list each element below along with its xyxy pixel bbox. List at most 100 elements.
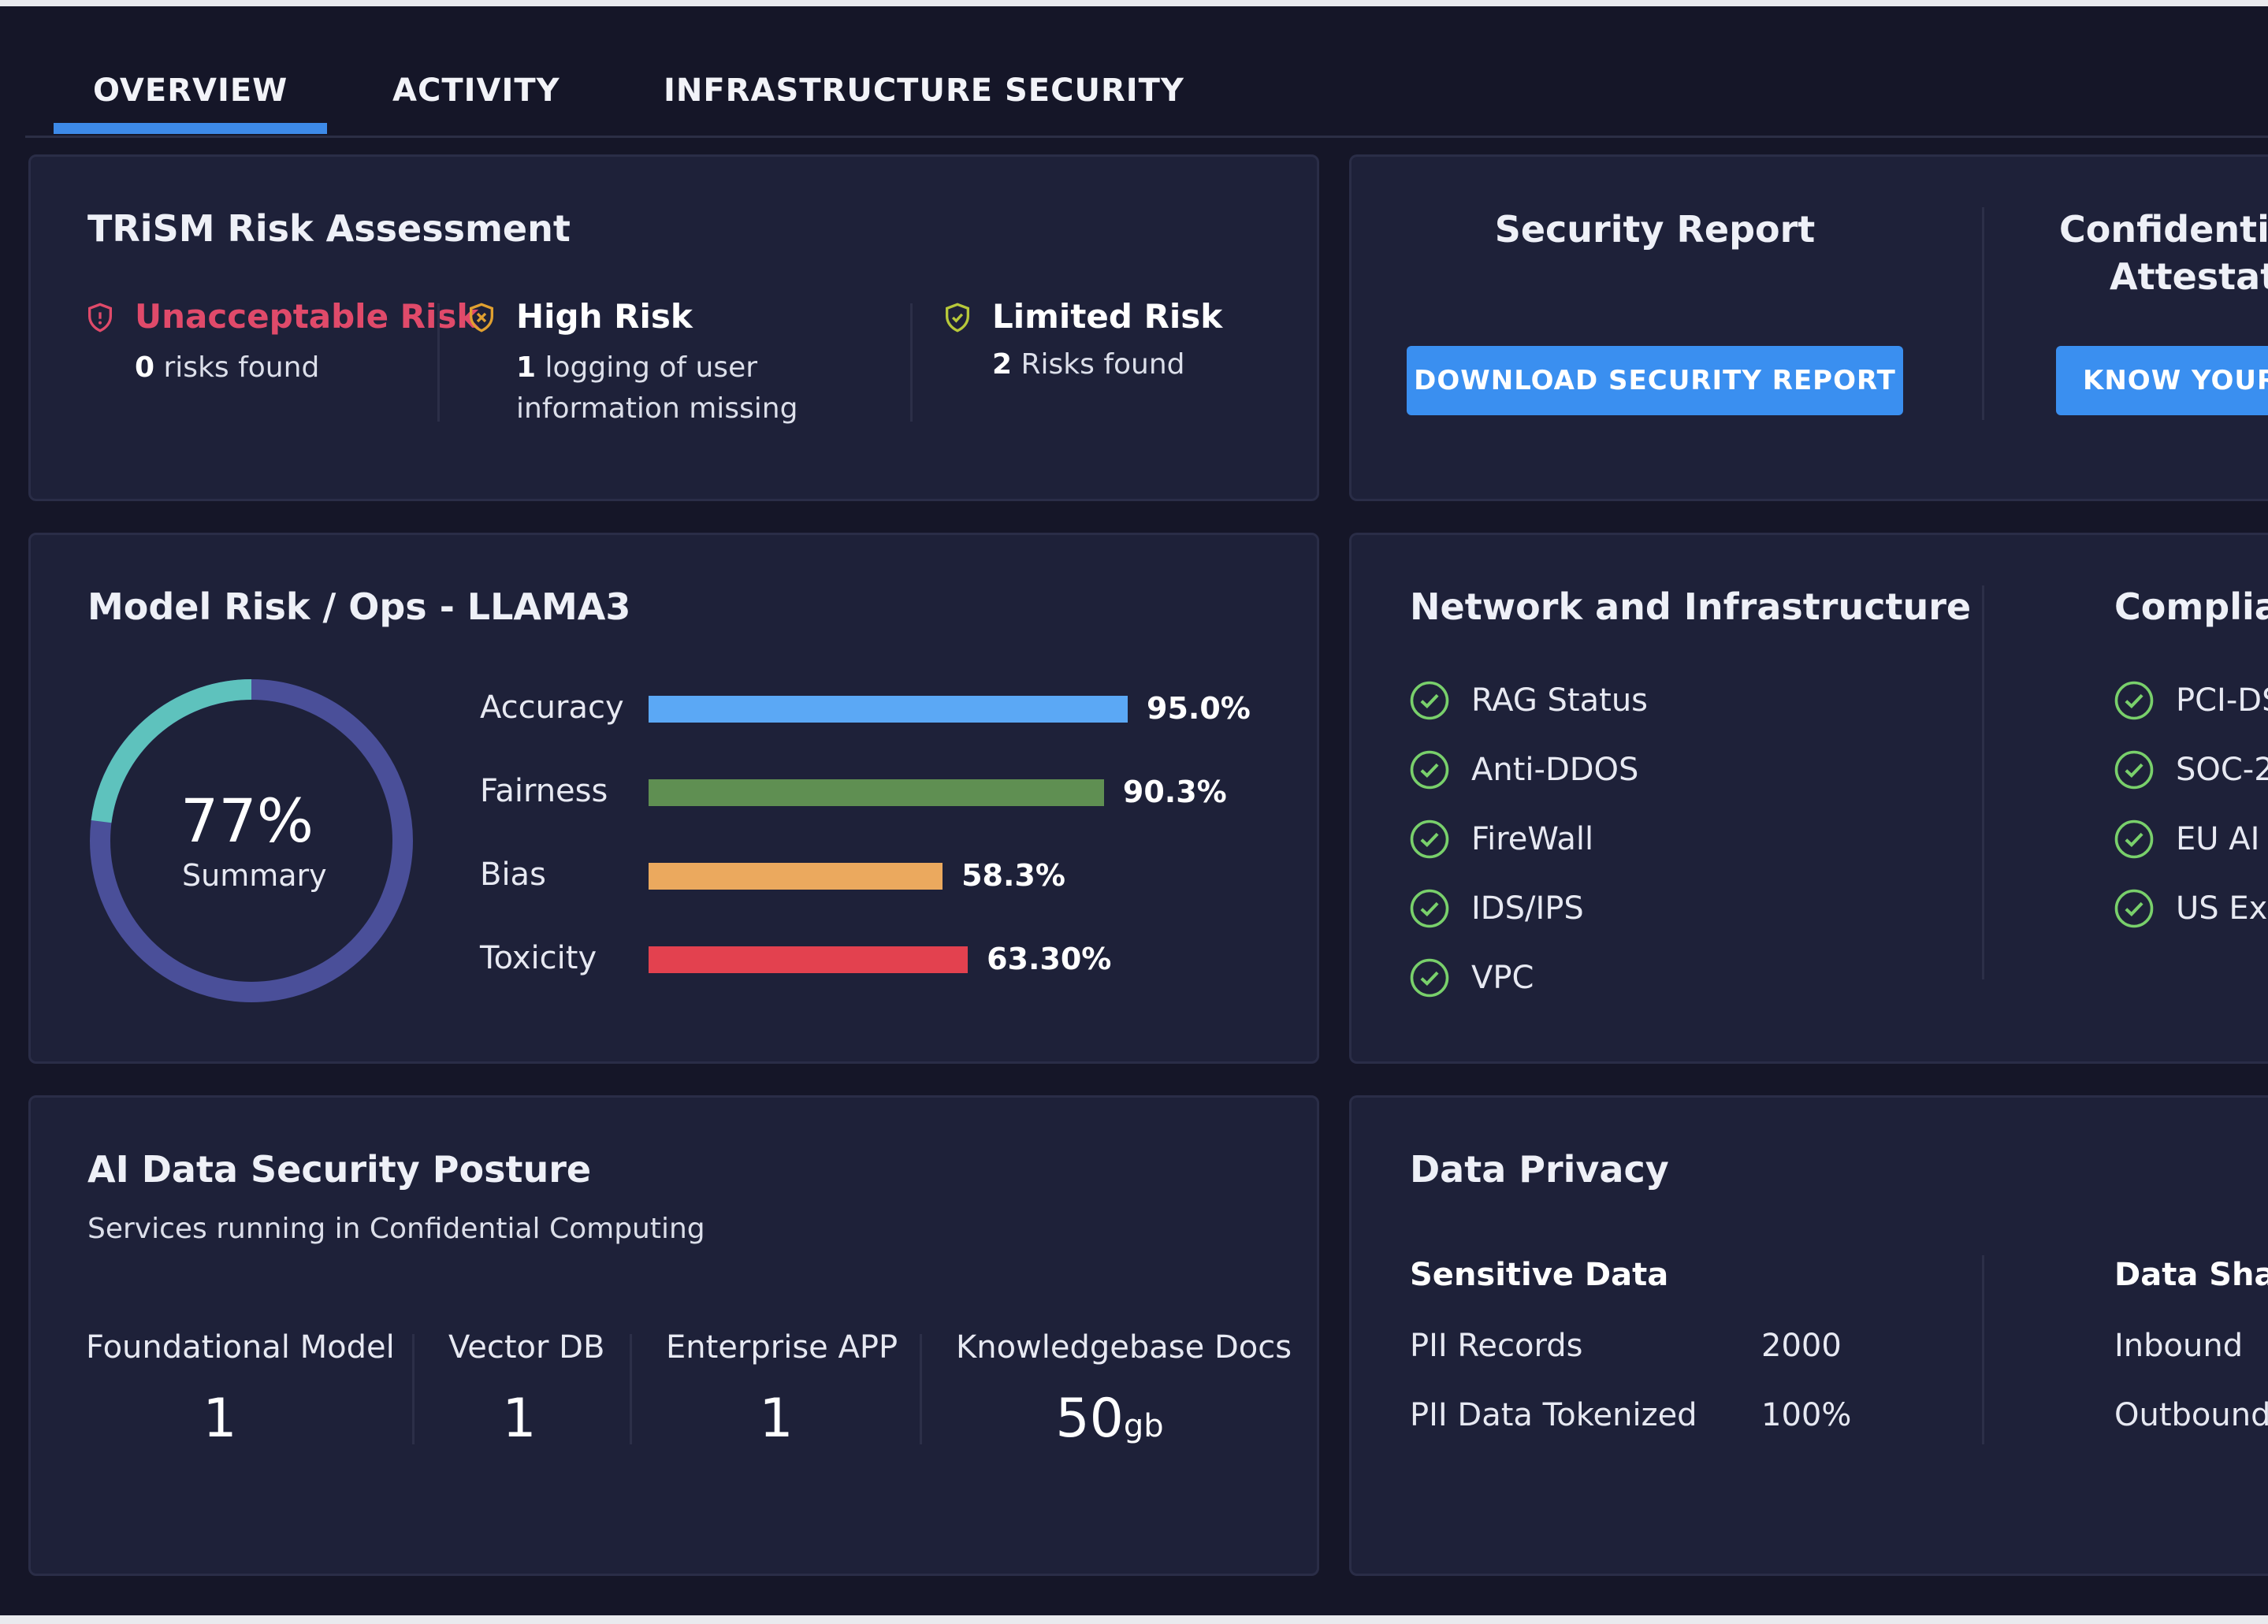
attestation-title-line1: Confidentia: [2059, 208, 2268, 251]
pii-tokenized-value: 100%: [1761, 1397, 1852, 1433]
compliance-item-pci: PCI-DS: [2113, 677, 2268, 724]
stat-label-knowledgebase-docs: Knowledgebase Docs: [956, 1329, 1292, 1366]
pii-records-key: PII Records: [1410, 1328, 1583, 1364]
metric-label-bias: Bias: [480, 857, 546, 893]
security-report-card: Security Report DOWNLOAD SECURITY REPORT…: [1349, 154, 2268, 501]
unacceptable-risk-text: risks found: [154, 351, 320, 384]
sensitive-data-heading: Sensitive Data: [1410, 1257, 1669, 1293]
bar-fairness: [649, 779, 1104, 806]
check-item-firewall: FireWall: [1408, 816, 1593, 863]
check-circle-icon: [1410, 889, 1449, 928]
shield-check-icon: [946, 303, 969, 333]
check-circle-icon: [2114, 681, 2154, 720]
bar-accuracy: [649, 696, 1128, 723]
tab-infrastructure-security[interactable]: INFRASTRUCTURE SECURITY: [664, 72, 1184, 109]
data-privacy-card: Data Privacy Sensitive Data PII Records …: [1349, 1095, 2268, 1576]
check-label: FireWall: [1471, 821, 1594, 857]
metric-value-bias: 58.3%: [961, 858, 1065, 893]
stat-label-vector-db: Vector DB: [448, 1329, 605, 1366]
high-risk-text-line2: information missing: [516, 392, 798, 425]
tab-bar: OVERVIEW ACTIVITY INFRASTRUCTURE SECURIT…: [25, 63, 2268, 138]
high-risk-detail: 1 logging of user information missing: [516, 347, 798, 429]
check-circle-icon: [2114, 750, 2154, 790]
pii-tokenized-key: PII Data Tokenized: [1410, 1397, 1697, 1433]
metric-label-toxicity: Toxicity: [480, 940, 597, 976]
stat-unit: gb: [1123, 1408, 1164, 1444]
ring-progress: [90, 679, 413, 1002]
stat-number: 1: [502, 1388, 537, 1450]
check-label: VPC: [1471, 960, 1534, 996]
ai-data-title: AI Data Security Posture: [87, 1148, 592, 1191]
stat-number: 1: [203, 1388, 237, 1450]
high-risk-label: High Risk: [516, 297, 693, 336]
limited-risk-detail: 2 Risks found: [992, 344, 1185, 385]
stat-number: 1: [759, 1388, 794, 1450]
compliance-item-soc2: SOC-2: [2113, 746, 2268, 793]
check-circle-icon: [2114, 819, 2154, 859]
compliance-label: PCI-DS: [2176, 682, 2268, 719]
security-report-title: Security Report: [1494, 208, 1816, 251]
compliance-item-us-exec: US Exe: [2113, 885, 2268, 932]
ai-data-security-card: AI Data Security Posture Services runnin…: [28, 1095, 1319, 1576]
summary-ring: [90, 679, 413, 1002]
compliance-label: US Exe: [2176, 890, 2268, 927]
check-item-vpc: VPC: [1408, 954, 1534, 1002]
high-risk-text: logging of user: [536, 351, 758, 384]
stat-label-foundational-model: Foundational Model: [86, 1329, 395, 1366]
data-sharing-heading: Data Shar: [2114, 1257, 2268, 1293]
high-risk-count: 1: [516, 351, 537, 384]
divider: [630, 1334, 632, 1444]
check-circle-icon: [1410, 958, 1449, 998]
check-circle-icon: [1410, 681, 1449, 720]
pii-records-value: 2000: [1761, 1328, 1842, 1364]
divider: [1982, 585, 1984, 979]
tab-activity[interactable]: ACTIVITY: [392, 72, 560, 109]
compliance-label: EU AI A: [2176, 821, 2268, 857]
check-circle-icon: [2114, 889, 2154, 928]
check-circle-icon: [1410, 819, 1449, 859]
divider: [920, 1334, 922, 1444]
inbound-label: Inbound: [2114, 1328, 2244, 1364]
limited-risk-text: Risks found: [1012, 348, 1185, 381]
divider: [910, 303, 913, 422]
tab-overview[interactable]: OVERVIEW: [53, 72, 328, 134]
bar-bias: [649, 863, 943, 890]
attestation-title: Confidentia Attestati: [2059, 206, 2268, 300]
model-risk-title: Model Risk / Ops - LLAMA3: [87, 585, 631, 628]
data-privacy-title: Data Privacy: [1410, 1148, 1669, 1191]
attestation-title-line2: Attestati: [2110, 255, 2268, 298]
metric-label-accuracy: Accuracy: [480, 689, 624, 726]
model-risk-card: Model Risk / Ops - LLAMA3 77% Summary Ac…: [28, 533, 1319, 1064]
check-label: Anti-DDOS: [1471, 752, 1639, 788]
stat-value-enterprise-app: 1: [666, 1388, 887, 1450]
stat-value-vector-db: 1: [448, 1388, 590, 1450]
download-security-report-button[interactable]: DOWNLOAD SECURITY REPORT: [1407, 346, 1903, 415]
summary-value: 77%: [180, 786, 314, 856]
divider: [1982, 207, 1984, 420]
network-title: Network and Infrastructure: [1410, 585, 1972, 628]
unacceptable-risk-count: 0: [135, 351, 155, 384]
limited-risk-count: 2: [992, 348, 1013, 381]
divider: [1982, 1255, 1984, 1444]
compliance-item-eu-ai: EU AI A: [2113, 816, 2268, 863]
metric-label-fairness: Fairness: [480, 773, 608, 809]
ai-data-subtitle: Services running in Confidential Computi…: [87, 1213, 705, 1245]
metric-value-toxicity: 63.30%: [987, 942, 1112, 976]
stat-number: 50: [1055, 1388, 1124, 1450]
compliance-label: SOC-2: [2176, 752, 2268, 788]
divider: [412, 1334, 415, 1444]
know-your-button[interactable]: KNOW YOUR: [2056, 346, 2268, 415]
check-circle-icon: [1410, 750, 1449, 790]
check-item-anti-ddos: Anti-DDOS: [1408, 746, 1638, 793]
network-infrastructure-card: Network and Infrastructure Complia RAG S…: [1349, 533, 2268, 1064]
stat-value-foundational-model: 1: [86, 1388, 354, 1450]
stat-label-enterprise-app: Enterprise APP: [666, 1329, 898, 1366]
metric-value-fairness: 90.3%: [1122, 775, 1227, 809]
limited-risk-label: Limited Risk: [992, 297, 1223, 336]
bottom-edge: [0, 1615, 2268, 1624]
trism-title: TRiSM Risk Assessment: [87, 207, 571, 250]
summary-label: Summary: [182, 858, 327, 893]
stat-value-knowledgebase-docs: 50gb: [956, 1388, 1263, 1450]
compliance-title: Complia: [2114, 585, 2268, 628]
